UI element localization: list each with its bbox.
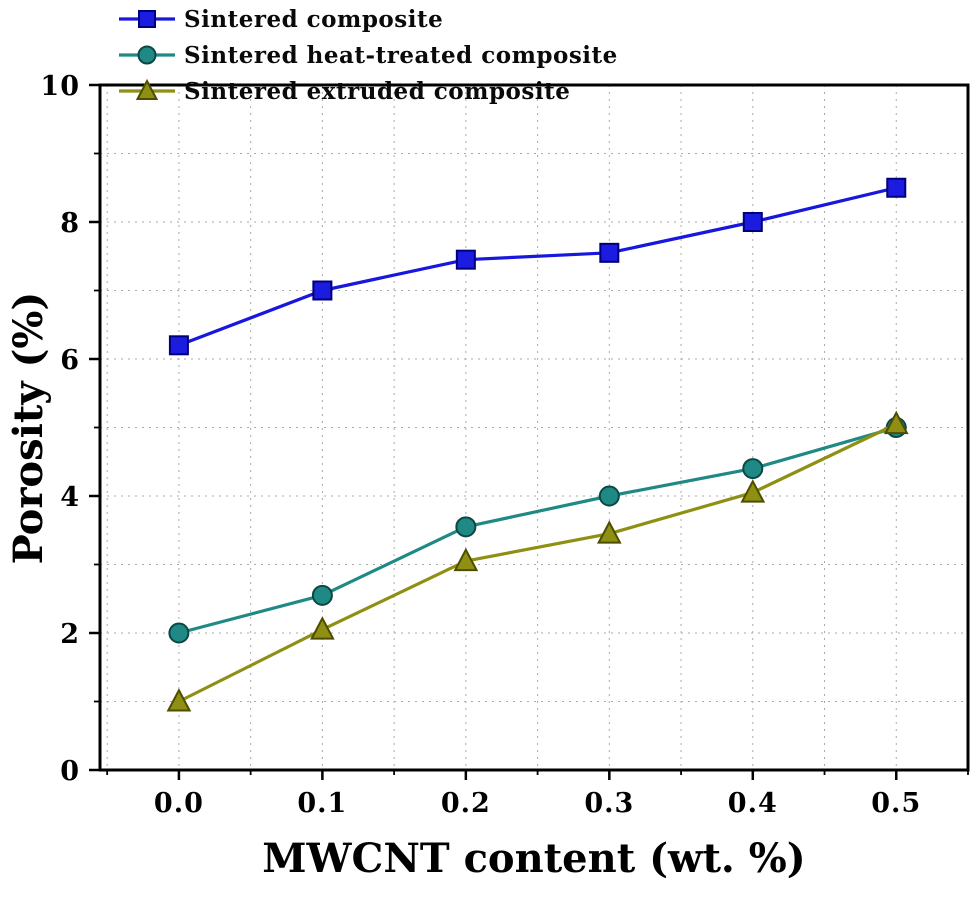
- x-tick-label: 0.0: [154, 788, 204, 819]
- gridlines: [100, 85, 968, 770]
- circle-marker-icon: [119, 45, 175, 65]
- square-marker-icon: [119, 10, 175, 28]
- y-tick-label: 8: [60, 208, 80, 239]
- x-tick-label: 0.2: [441, 788, 491, 819]
- legend: Sintered composite Sintered heat-treated …: [118, 2, 958, 108]
- legend-item-2: Sintered extruded composite: [118, 74, 570, 108]
- x-axis-title: MWCNT content (wt. %): [262, 835, 805, 882]
- legend-label: Sintered composite: [184, 5, 444, 33]
- tick-labels: 0.0 0.1 0.2 0.3 0.4 0.5 0 2 4 6 8 10: [40, 71, 921, 819]
- series-markers-0: [168, 177, 907, 356]
- y-tick-label: 4: [60, 482, 80, 513]
- series-markers-1: [168, 417, 907, 644]
- y-tick-label: 0: [60, 756, 80, 787]
- x-tick-label: 0.3: [584, 788, 634, 819]
- y-tick-label: 10: [40, 71, 80, 102]
- legend-label: Sintered heat-treated composite: [184, 41, 618, 69]
- y-tick-label: 2: [60, 619, 80, 650]
- x-tick-label: 0.4: [728, 788, 778, 819]
- legend-item-0: Sintered composite: [118, 2, 443, 36]
- triangle-marker-icon: [119, 78, 175, 100]
- plot-series: [166, 177, 909, 712]
- x-tick-label: 0.5: [871, 788, 921, 819]
- y-tick-label: 6: [60, 345, 80, 376]
- x-tick-label: 0.1: [297, 788, 347, 819]
- legend-label: Sintered extruded composite: [184, 77, 571, 105]
- y-axis-title: Porosity (%): [5, 292, 52, 565]
- legend-item-1: Sintered heat-treated composite: [118, 38, 618, 72]
- series-markers-2: [166, 410, 909, 712]
- tick-marks: [89, 83, 969, 780]
